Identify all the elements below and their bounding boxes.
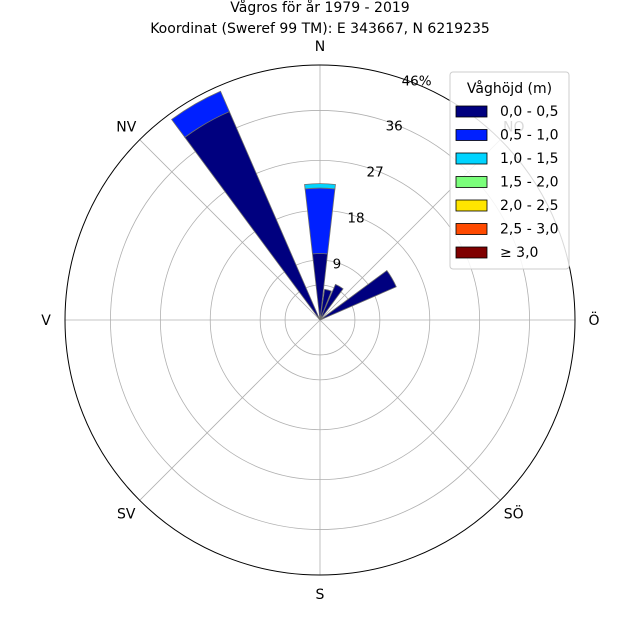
direction-label: N [315, 39, 325, 55]
radial-tick-label: 9 [333, 257, 342, 273]
legend-title: Våghöjd (m) [467, 80, 552, 97]
legend-label: 1,5 - 2,0 [500, 175, 558, 191]
polar-labels: NNOÖSÖSSVVNV918273646% [41, 39, 599, 603]
legend-swatch [455, 152, 488, 165]
direction-label: V [41, 313, 51, 329]
wave-bar-segment [304, 187, 336, 255]
direction-label: NV [116, 119, 136, 135]
legend-swatch [455, 176, 488, 188]
legend-label: 0,0 - 0,5 [500, 104, 558, 120]
direction-label: SÖ [504, 505, 524, 523]
wave-bar-segment [171, 90, 230, 138]
legend-swatch [455, 223, 488, 235]
spoke-line [139, 319, 321, 501]
radial-tick-label: 36 [386, 118, 403, 134]
legend-label: 1,0 - 1,5 [500, 151, 558, 167]
chart-title-line2: Koordinat (Sweref 99 TM): E 343667, N 62… [150, 21, 490, 37]
legend-swatch [455, 105, 488, 118]
radial-tick-label: 18 [347, 211, 364, 227]
wave-bars [171, 90, 397, 321]
direction-label: S [316, 587, 325, 603]
legend-label: 2,5 - 3,0 [500, 222, 558, 238]
direction-label: SV [117, 507, 136, 523]
legend-swatch [455, 199, 488, 212]
radial-max-label: 46% [402, 73, 432, 89]
wave-bar-segment [319, 283, 344, 321]
direction-label: Ö [588, 311, 599, 329]
legend: Våghöjd (m) 0,0 - 0,5 0,5 - 1,0 1,0 - 1,5 1… [449, 71, 570, 270]
outer-ring [64, 64, 576, 576]
legend-swatch [455, 246, 488, 259]
spoke-line [319, 319, 501, 501]
legend-label: 0,5 - 1,0 [500, 128, 558, 144]
legend-label: 2,0 - 2,5 [500, 198, 558, 214]
wave-bar-segment [319, 269, 397, 321]
wave-bar-segment [184, 111, 321, 321]
legend-label: ≥ 3,0 [500, 245, 538, 261]
wave-bar-segment [304, 183, 336, 190]
spoke-line [139, 139, 321, 321]
radial-tick-label: 27 [367, 165, 384, 181]
legend-swatch [455, 129, 488, 141]
chart-title-line1: Vågros för år 1979 - 2019 [230, 0, 409, 16]
grid-ring [159, 159, 481, 481]
grid-ring [110, 110, 530, 530]
legend-frame [449, 71, 570, 270]
wave-bar-segment [319, 288, 332, 321]
